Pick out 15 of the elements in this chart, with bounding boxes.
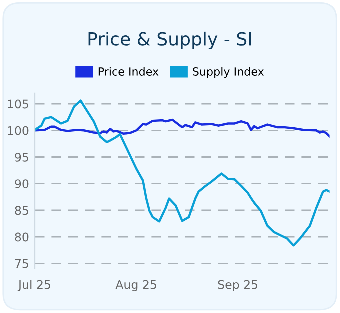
- x-tick-label: Jul 25: [18, 280, 50, 292]
- legend-label: Supply Index: [193, 67, 264, 78]
- y-tick-label: 90: [15, 180, 29, 189]
- y-tick-label: 100: [8, 126, 29, 136]
- y-tick-label: 95: [15, 152, 28, 162]
- y-tick-label: 105: [8, 100, 28, 109]
- y-tick-label: 75: [15, 260, 28, 268]
- line-series: [35, 118, 330, 138]
- x-tick-label: Sep 25: [218, 280, 258, 292]
- y-tick-label: 80: [15, 232, 29, 242]
- line-series: [35, 100, 330, 247]
- x-tick-label: Aug 25: [116, 280, 156, 292]
- chart-title: Price & Supply - SI: [88, 32, 252, 50]
- y-tick-label: 85: [15, 206, 28, 216]
- legend-label: Price Index: [98, 67, 159, 76]
